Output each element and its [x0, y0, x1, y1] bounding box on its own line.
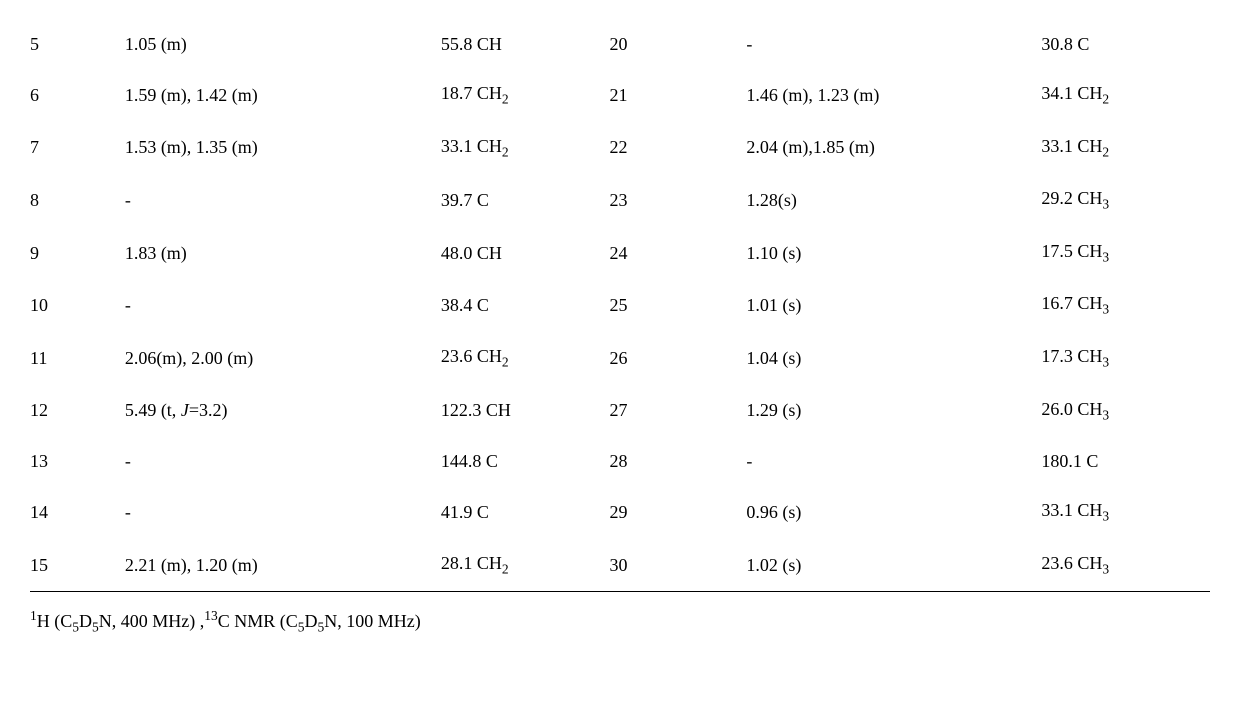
- carbon-shift-b: 26.0 CH3: [1041, 385, 1210, 438]
- carbon-shift-a: 23.6 CH2: [441, 332, 610, 385]
- proton-shift-a: 1.59 (m), 1.42 (m): [125, 69, 441, 122]
- ha-j: J: [181, 400, 189, 420]
- position-a: 12: [30, 385, 125, 438]
- footnote-c-sub1: 5: [298, 620, 305, 635]
- carbon-shift-b: 17.3 CH3: [1041, 332, 1210, 385]
- position-a: 5: [30, 20, 125, 69]
- proton-shift-b: 1.01 (s): [746, 279, 1041, 332]
- footnote-h-mid1: D: [79, 611, 92, 631]
- carbon-shift-a: 55.8 CH: [441, 20, 610, 69]
- carbon-shift-b: 17.5 CH3: [1041, 227, 1210, 280]
- table-row: 91.83 (m)48.0 CH241.10 (s)17.5 CH3: [30, 227, 1210, 280]
- table-row: 14-41.9 C290.96 (s)33.1 CH3: [30, 486, 1210, 539]
- table-row: 71.53 (m), 1.35 (m)33.1 CH2222.04 (m),1.…: [30, 122, 1210, 175]
- proton-shift-a: 5.49 (t, J=3.2): [125, 385, 441, 438]
- proton-shift-a: 1.83 (m): [125, 227, 441, 280]
- position-b: 27: [609, 385, 746, 438]
- carbon-shift-a: 28.1 CH2: [441, 539, 610, 592]
- table-footnote-row: 1H (C5D5N, 400 MHz) ,13C NMR (C5D5N, 100…: [30, 592, 1210, 650]
- footnote-h-label: H (C: [37, 611, 73, 631]
- carbon-shift-a: 39.7 C: [441, 174, 610, 227]
- proton-shift-a: 2.06(m), 2.00 (m): [125, 332, 441, 385]
- table-row: 13-144.8 C28-180.1 C: [30, 437, 1210, 486]
- proton-shift-a: -: [125, 279, 441, 332]
- table-row: 8-39.7 C231.28(s)29.2 CH3: [30, 174, 1210, 227]
- position-b: 28: [609, 437, 746, 486]
- proton-shift-a: -: [125, 486, 441, 539]
- position-b: 21: [609, 69, 746, 122]
- position-a: 11: [30, 332, 125, 385]
- footnote-h-sup: 1: [30, 608, 37, 623]
- footnote-h-sub1: 5: [72, 620, 79, 635]
- footnote-c-label: C NMR (C: [218, 611, 298, 631]
- carbon-shift-b: 34.1 CH2: [1041, 69, 1210, 122]
- proton-shift-b: 1.29 (s): [746, 385, 1041, 438]
- footnote-h-mid2: N, 400 MHz) ,: [99, 611, 205, 631]
- position-a: 7: [30, 122, 125, 175]
- position-a: 10: [30, 279, 125, 332]
- carbon-shift-a: 122.3 CH: [441, 385, 610, 438]
- carbon-shift-a: 38.4 C: [441, 279, 610, 332]
- table-row: 10-38.4 C251.01 (s)16.7 CH3: [30, 279, 1210, 332]
- carbon-shift-b: 180.1 C: [1041, 437, 1210, 486]
- position-a: 14: [30, 486, 125, 539]
- proton-shift-b: -: [746, 437, 1041, 486]
- footnote-c-mid1: D: [305, 611, 318, 631]
- position-b: 22: [609, 122, 746, 175]
- table-row: 61.59 (m), 1.42 (m)18.7 CH2211.46 (m), 1…: [30, 69, 1210, 122]
- position-b: 23: [609, 174, 746, 227]
- carbon-shift-b: 29.2 CH3: [1041, 174, 1210, 227]
- carbon-shift-b: 16.7 CH3: [1041, 279, 1210, 332]
- proton-shift-a: -: [125, 174, 441, 227]
- table-row: 112.06(m), 2.00 (m)23.6 CH2261.04 (s)17.…: [30, 332, 1210, 385]
- footnote-c-sup: 13: [204, 608, 218, 623]
- footnote-c-mid2: N, 100 MHz): [324, 611, 421, 631]
- position-b: 29: [609, 486, 746, 539]
- position-b: 20: [609, 20, 746, 69]
- carbon-shift-a: 18.7 CH2: [441, 69, 610, 122]
- position-b: 30: [609, 539, 746, 592]
- carbon-shift-b: 33.1 CH3: [1041, 486, 1210, 539]
- table-row: 125.49 (t, J=3.2)122.3 CH271.29 (s)26.0 …: [30, 385, 1210, 438]
- position-a: 8: [30, 174, 125, 227]
- table-footnote: 1H (C5D5N, 400 MHz) ,13C NMR (C5D5N, 100…: [30, 592, 1210, 650]
- proton-shift-b: 2.04 (m),1.85 (m): [746, 122, 1041, 175]
- proton-shift-a: -: [125, 437, 441, 486]
- position-a: 9: [30, 227, 125, 280]
- proton-shift-a: 1.05 (m): [125, 20, 441, 69]
- table-row: 51.05 (m)55.8 CH20-30.8 C: [30, 20, 1210, 69]
- carbon-shift-b: 33.1 CH2: [1041, 122, 1210, 175]
- table-row: 152.21 (m), 1.20 (m)28.1 CH2301.02 (s)23…: [30, 539, 1210, 592]
- ha-suffix: =3.2): [189, 400, 228, 420]
- proton-shift-b: 1.10 (s): [746, 227, 1041, 280]
- carbon-shift-a: 144.8 C: [441, 437, 610, 486]
- position-a: 13: [30, 437, 125, 486]
- ha-prefix: 5.49 (t,: [125, 400, 181, 420]
- carbon-shift-a: 41.9 C: [441, 486, 610, 539]
- carbon-shift-a: 48.0 CH: [441, 227, 610, 280]
- position-b: 25: [609, 279, 746, 332]
- proton-shift-a: 2.21 (m), 1.20 (m): [125, 539, 441, 592]
- proton-shift-b: 1.28(s): [746, 174, 1041, 227]
- proton-shift-b: 1.04 (s): [746, 332, 1041, 385]
- proton-shift-b: 0.96 (s): [746, 486, 1041, 539]
- position-a: 15: [30, 539, 125, 592]
- position-b: 26: [609, 332, 746, 385]
- proton-shift-b: -: [746, 20, 1041, 69]
- footnote-h-sub2: 5: [92, 620, 99, 635]
- proton-shift-b: 1.46 (m), 1.23 (m): [746, 69, 1041, 122]
- carbon-shift-b: 23.6 CH3: [1041, 539, 1210, 592]
- carbon-shift-b: 30.8 C: [1041, 20, 1210, 69]
- carbon-shift-a: 33.1 CH2: [441, 122, 610, 175]
- position-a: 6: [30, 69, 125, 122]
- proton-shift-b: 1.02 (s): [746, 539, 1041, 592]
- position-b: 24: [609, 227, 746, 280]
- proton-shift-a: 1.53 (m), 1.35 (m): [125, 122, 441, 175]
- nmr-data-table: 51.05 (m)55.8 CH20-30.8 C61.59 (m), 1.42…: [30, 20, 1210, 650]
